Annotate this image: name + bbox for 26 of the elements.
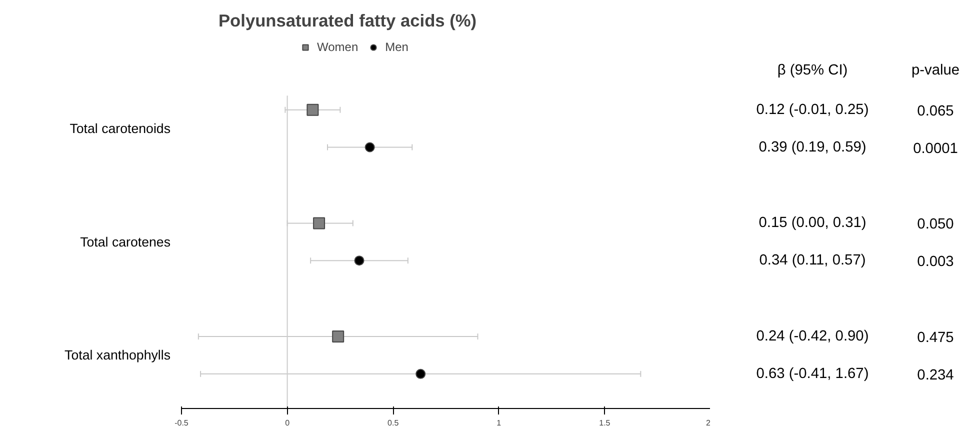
x-tick-label: -0.5 <box>174 418 189 428</box>
text: β (95% CI) <box>777 62 848 79</box>
text: 0.234 <box>917 367 954 384</box>
text: 0.34 (0.11, 0.57) <box>759 252 866 269</box>
text: 0.065 <box>917 103 954 120</box>
x-tick-label: 1.5 <box>599 418 611 428</box>
text: 0.003 <box>917 254 954 270</box>
x-tick-label: 0.5 <box>388 418 400 428</box>
text: 0.475 <box>917 330 954 346</box>
legend-label: Women <box>317 40 358 54</box>
text: 0.0001 <box>913 140 958 157</box>
x-tick-label: 1 <box>496 418 502 428</box>
legend-label: Men <box>385 40 408 54</box>
text: 0.15 (0.00, 0.31) <box>758 215 866 232</box>
x-tick-label: 2 <box>706 418 712 428</box>
y-tick-label: Total carotenes <box>80 234 171 250</box>
y-tick-label: Total carotenoids <box>70 121 171 136</box>
y-tick-label: Total xanthophylls <box>64 348 171 363</box>
text: 0.39 (0.19, 0.59) <box>758 139 866 156</box>
text: 0.24 (-0.42, 0.90) <box>756 328 869 345</box>
text: 0.63 (-0.41, 1.67) <box>756 366 869 382</box>
text: 0.050 <box>917 216 954 233</box>
chart-title: Polyunsaturated fatty acids (%) <box>218 10 477 30</box>
text: p-value <box>911 62 960 79</box>
text: 0.12 (-0.01, 0.25) <box>756 102 869 118</box>
x-tick-label: 0 <box>285 418 290 428</box>
